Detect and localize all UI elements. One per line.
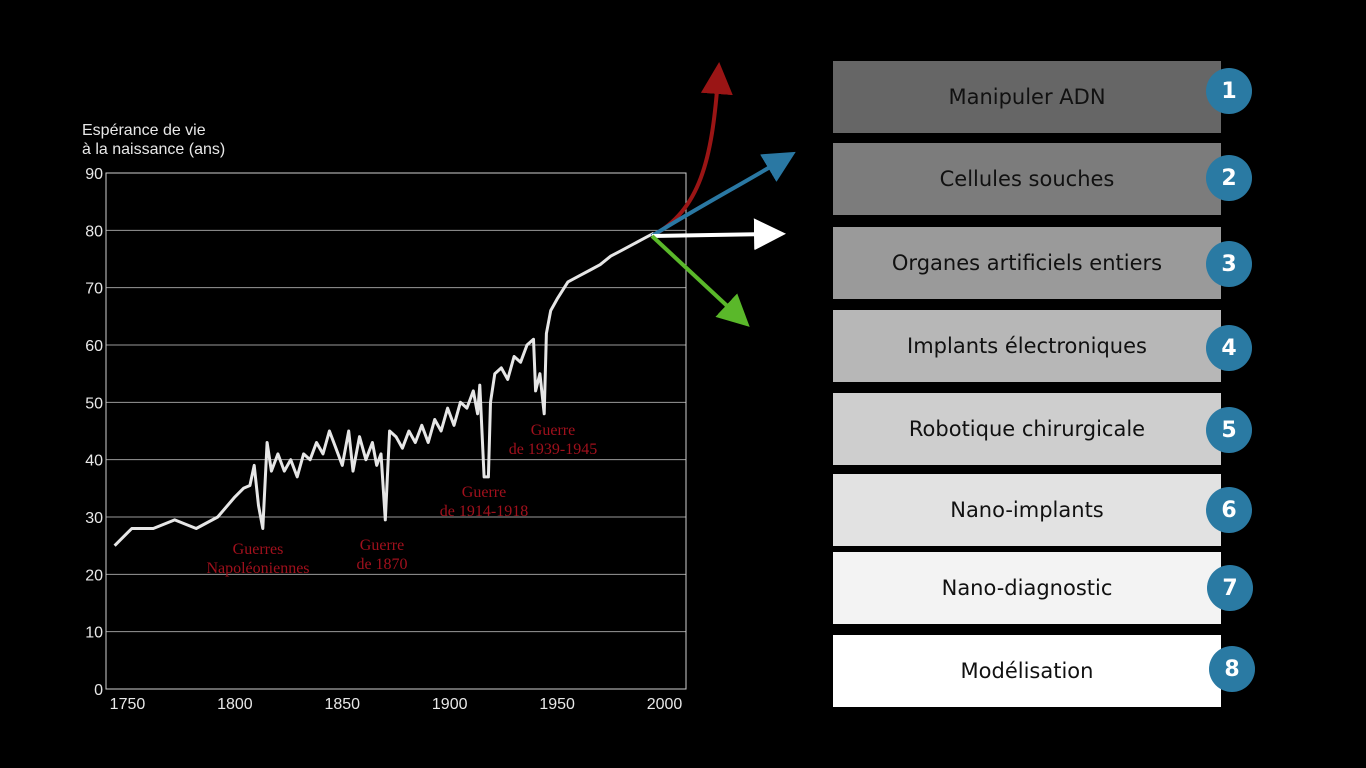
y-tick-label: 20 xyxy=(85,567,103,584)
y-tick-label: 40 xyxy=(85,453,103,470)
projection-arrow-blue xyxy=(650,151,796,238)
x-tick-label: 1800 xyxy=(217,696,253,713)
number-badge-7: 7 xyxy=(1207,565,1253,611)
list-item-label: Manipuler ADN xyxy=(948,85,1106,109)
x-tick-label: 2000 xyxy=(647,696,683,713)
x-tick-label: 1850 xyxy=(324,696,360,713)
projection-arrow-green xyxy=(650,234,750,327)
number-badge-1: 1 xyxy=(1206,68,1252,114)
annotation-war-1914-1918-line-1: Guerre xyxy=(462,484,506,501)
y-tick-label: 50 xyxy=(85,395,103,412)
list-item-3: Organes artificiels entiers xyxy=(833,227,1221,299)
list-item-label: Nano-diagnostic xyxy=(941,576,1113,600)
list-item-8: Modélisation xyxy=(833,635,1221,707)
y-tick-label: 60 xyxy=(85,338,103,355)
annotation-war-1939-1945-line-2: de 1939-1945 xyxy=(509,441,597,458)
plot-frame xyxy=(105,172,687,690)
projection-arrow-white xyxy=(651,218,786,251)
y-axis-label-line-1: Espérance de vie xyxy=(82,122,206,139)
x-tick-label: 1950 xyxy=(539,696,575,713)
list-item-label: Organes artificiels entiers xyxy=(891,251,1163,275)
y-tick-label: 10 xyxy=(85,625,103,642)
list-item-label: Implants électroniques xyxy=(907,334,1147,358)
annotation-napoleonic-wars-line-1: Guerres xyxy=(233,541,284,558)
number-badge-6: 6 xyxy=(1206,487,1252,533)
list-item-1: Manipuler ADN xyxy=(833,61,1221,133)
list-item-label: Cellules souches xyxy=(939,167,1115,191)
annotation-napoleonic-wars-line-2: Napoléoniennes xyxy=(206,560,309,577)
list-item-label: Modélisation xyxy=(960,659,1094,683)
number-badge-3: 3 xyxy=(1206,241,1252,287)
annotation-war-1939-1945-line-1: Guerre xyxy=(531,422,575,439)
list-item-2: Cellules souches xyxy=(833,143,1221,215)
number-badge-8: 8 xyxy=(1209,646,1255,692)
projection-arrow-red xyxy=(651,62,733,238)
number-badge-4: 4 xyxy=(1206,325,1252,371)
y-tick-label: 90 xyxy=(85,166,103,183)
number-badge-5: 5 xyxy=(1206,407,1252,453)
list-item-label: Nano-implants xyxy=(950,498,1104,522)
list-item-label: Robotique chirurgicale xyxy=(908,417,1146,441)
x-tick-label: 1900 xyxy=(432,696,468,713)
y-tick-label: 0 xyxy=(94,682,103,699)
y-tick-label: 70 xyxy=(85,281,103,298)
number-badge-2: 2 xyxy=(1206,155,1252,201)
annotation-war-1914-1918-line-2: de 1914-1918 xyxy=(440,503,528,520)
y-tick-label: 80 xyxy=(85,223,103,240)
y-tick-label: 30 xyxy=(85,510,103,527)
y-axis-label-line-2: à la naissance (ans) xyxy=(82,141,225,158)
list-item-7: Nano-diagnostic xyxy=(833,552,1221,624)
life-expectancy-chart: 0 10 20 30 40 50 60 70 80 90 1750 1800 1850 1900 1950 2… xyxy=(82,62,796,713)
life-expectancy-series-line xyxy=(113,231,655,547)
list-item-4: Implants électroniques xyxy=(833,310,1221,382)
annotation-war-1870-line-1: Guerre xyxy=(360,537,404,554)
annotation-war-1870-line-2: de 1870 xyxy=(356,556,407,573)
x-tick-label: 1750 xyxy=(110,696,146,713)
list-item-5: Robotique chirurgicale xyxy=(833,393,1221,465)
list-item-6: Nano-implants xyxy=(833,474,1221,546)
